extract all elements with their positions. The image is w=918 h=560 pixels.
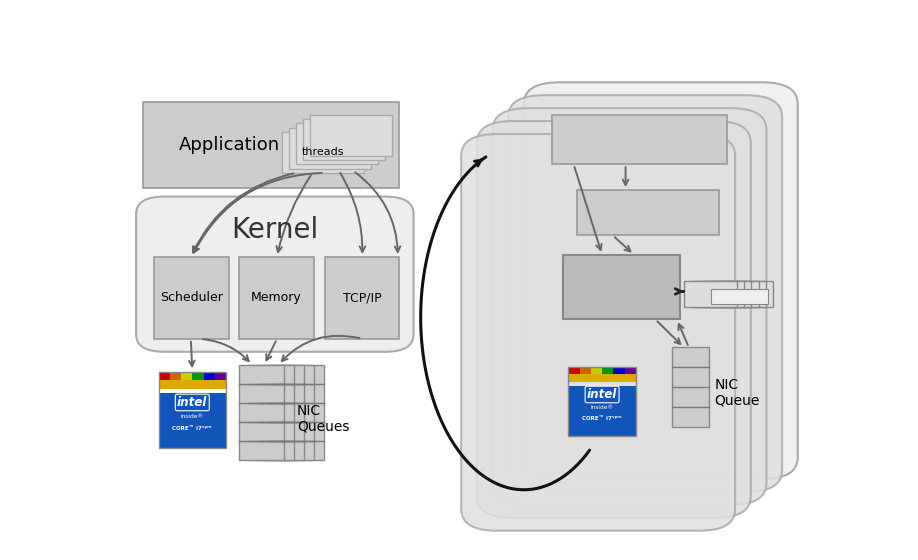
Text: Application: Application xyxy=(593,130,686,148)
Text: CORE™ i7ᵛᵖʳᵒ: CORE™ i7ᵛᵖʳᵒ xyxy=(582,416,621,421)
Text: NIC
Queue: NIC Queue xyxy=(714,377,760,408)
Text: smp queue: smp queue xyxy=(712,292,767,302)
Bar xyxy=(568,367,636,436)
Bar xyxy=(691,281,744,306)
FancyBboxPatch shape xyxy=(524,82,798,479)
Bar xyxy=(215,372,226,380)
Bar xyxy=(720,281,773,306)
Bar xyxy=(568,386,636,436)
Bar xyxy=(568,374,636,382)
FancyBboxPatch shape xyxy=(461,134,735,531)
Text: Memory: Memory xyxy=(252,291,302,305)
Bar xyxy=(154,257,229,339)
Text: NIC
Queues: NIC Queues xyxy=(297,404,350,434)
Text: CORE™ i7ᵛᵖʳᵒ: CORE™ i7ᵛᵖʳᵒ xyxy=(173,426,212,431)
Bar xyxy=(192,372,204,380)
Bar xyxy=(310,115,392,156)
Bar xyxy=(672,347,709,427)
Text: intel: intel xyxy=(587,388,617,401)
Bar xyxy=(579,367,591,374)
Bar xyxy=(269,365,314,460)
FancyBboxPatch shape xyxy=(136,197,414,352)
Text: Scheduler: Scheduler xyxy=(160,291,223,305)
Bar xyxy=(240,257,314,339)
Text: inside®: inside® xyxy=(590,405,614,410)
Text: TCP/IP: TCP/IP xyxy=(342,291,381,305)
Bar xyxy=(249,365,294,460)
Bar xyxy=(624,367,636,374)
Bar xyxy=(159,394,226,448)
Bar xyxy=(684,281,737,306)
Bar xyxy=(159,372,226,448)
Bar xyxy=(325,257,399,339)
Bar xyxy=(181,372,192,380)
Text: threads: threads xyxy=(302,147,344,157)
Bar xyxy=(204,372,215,380)
Bar xyxy=(282,132,364,173)
Bar xyxy=(712,281,766,306)
Bar xyxy=(591,367,602,374)
Text: intel: intel xyxy=(177,396,207,409)
Bar xyxy=(303,119,386,160)
Bar xyxy=(711,290,767,305)
Bar xyxy=(289,128,371,169)
Bar xyxy=(297,123,378,164)
Bar xyxy=(553,115,727,164)
Bar xyxy=(259,365,304,460)
Text: Task
Sched: Task Sched xyxy=(599,271,645,304)
Bar xyxy=(159,372,170,380)
Bar xyxy=(568,367,579,374)
FancyBboxPatch shape xyxy=(509,95,782,492)
Bar xyxy=(563,255,680,319)
Text: inside®: inside® xyxy=(181,414,204,419)
Bar xyxy=(613,367,624,374)
Bar xyxy=(143,102,399,188)
Bar xyxy=(577,190,720,235)
Bar xyxy=(699,281,752,306)
Text: Application: Application xyxy=(179,136,280,154)
Bar xyxy=(602,367,613,374)
Bar xyxy=(159,380,226,389)
Bar xyxy=(240,365,284,460)
FancyBboxPatch shape xyxy=(476,121,751,518)
Bar xyxy=(705,281,758,306)
Text: TCP/IP: TCP/IP xyxy=(625,205,672,220)
FancyBboxPatch shape xyxy=(493,108,767,505)
Bar xyxy=(170,372,181,380)
Bar xyxy=(279,365,324,460)
Text: Kernel: Kernel xyxy=(231,216,319,244)
